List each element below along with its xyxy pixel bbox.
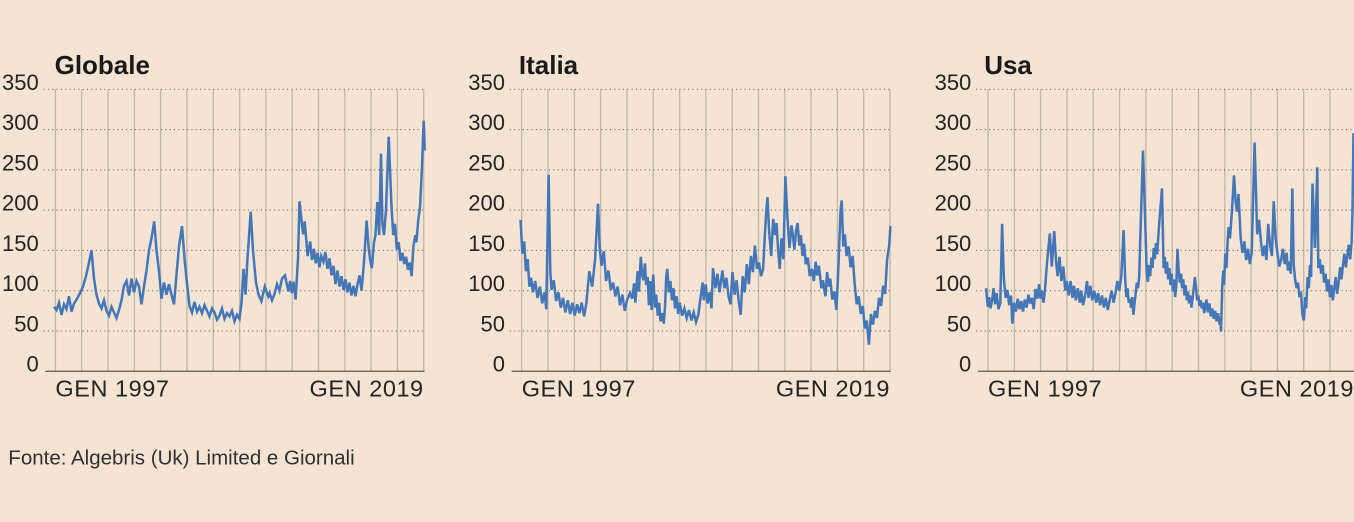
svg-text:Globale: Globale [55, 50, 150, 80]
svg-text:Italia: Italia [519, 50, 579, 80]
svg-text:GEN 2019: GEN 2019 [1240, 376, 1354, 402]
svg-text:100: 100 [468, 271, 505, 296]
svg-text:150: 150 [468, 231, 505, 256]
svg-text:50: 50 [14, 311, 38, 336]
svg-text:GEN 2019: GEN 2019 [310, 376, 424, 402]
svg-text:Fonte: Algebris (Uk) Limited e: Fonte: Algebris (Uk) Limited e Giornali [8, 447, 354, 470]
svg-text:250: 250 [2, 150, 39, 175]
svg-text:350: 350 [935, 70, 972, 95]
svg-text:300: 300 [2, 110, 39, 135]
svg-text:350: 350 [468, 70, 505, 95]
svg-text:0: 0 [493, 352, 505, 377]
svg-text:300: 300 [468, 110, 505, 135]
svg-text:50: 50 [947, 311, 971, 336]
svg-text:GEN 2019: GEN 2019 [776, 376, 890, 402]
svg-text:GEN 1997: GEN 1997 [988, 376, 1102, 402]
svg-text:300: 300 [935, 110, 972, 135]
svg-text:50: 50 [481, 311, 505, 336]
svg-text:250: 250 [468, 150, 505, 175]
svg-text:GEN 1997: GEN 1997 [55, 376, 169, 402]
svg-text:0: 0 [959, 352, 971, 377]
svg-text:200: 200 [2, 191, 39, 216]
svg-text:150: 150 [2, 231, 39, 256]
svg-text:GEN 1997: GEN 1997 [522, 376, 636, 402]
svg-text:200: 200 [935, 191, 972, 216]
svg-text:150: 150 [935, 231, 972, 256]
svg-text:350: 350 [2, 70, 39, 95]
svg-text:100: 100 [2, 271, 39, 296]
svg-text:Usa: Usa [984, 50, 1032, 80]
svg-text:0: 0 [26, 352, 38, 377]
svg-text:200: 200 [468, 191, 505, 216]
svg-text:250: 250 [935, 150, 972, 175]
svg-text:100: 100 [935, 271, 972, 296]
